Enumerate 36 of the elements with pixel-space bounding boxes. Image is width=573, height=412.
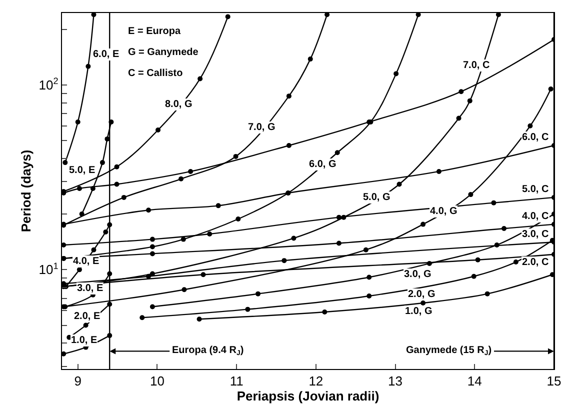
ref-line-label: Europa (9.4 R$_{J}$): [172, 345, 244, 358]
series-label: 2.0, G: [408, 289, 436, 300]
series-label: 4.0, G: [430, 206, 458, 217]
ref-line-label: Ganymede (15 R$_{J}$): [406, 345, 492, 358]
series-label: 1.0, G: [405, 306, 432, 317]
series-label: 8.0, G: [165, 99, 192, 110]
y-axis-title: Period (days): [18, 150, 34, 232]
series-label: 2.0, C: [522, 257, 549, 268]
series-label: 5.0, G: [363, 192, 390, 203]
x-axis-title: Periapsis (Jovian radii): [236, 388, 380, 404]
series-label: 3.0, C: [522, 229, 549, 240]
series-label: 7.0, G: [248, 122, 276, 133]
series-label: 3.0, E: [77, 283, 104, 294]
x-tick-label: 9: [74, 374, 82, 389]
x-tick-label: 12: [308, 374, 324, 389]
annotation: G = Ganymede: [128, 47, 199, 58]
x-tick-label: 10: [150, 374, 164, 389]
x-tick-label: 11: [230, 374, 244, 389]
y-tick-label: 10$^{2}$: [38, 76, 58, 92]
series-label: 5.0, E: [69, 165, 96, 176]
x-tick-label: 13: [388, 374, 403, 389]
series-label: 6.0, E: [93, 49, 120, 60]
annotation: E = Europa: [128, 26, 181, 37]
series-label: 2.0, E: [74, 311, 100, 322]
series-label: 4.0, E: [73, 256, 100, 267]
series-label: 6.0, C: [522, 132, 549, 143]
annotation: C = Callisto: [128, 68, 183, 79]
series-label: 6.0, G: [309, 159, 336, 170]
series-label: 3.0, G: [404, 269, 432, 280]
series-label: 5.0, C: [522, 184, 549, 195]
series-label: 1.0, E: [71, 335, 98, 346]
y-tick-label: 10$^{1}$: [38, 260, 58, 278]
x-tick-label: 14: [467, 374, 482, 389]
series-label: 4.0, C: [522, 211, 549, 222]
x-tick-label: 15: [546, 374, 562, 389]
series-label: 7.0, C: [463, 60, 490, 71]
